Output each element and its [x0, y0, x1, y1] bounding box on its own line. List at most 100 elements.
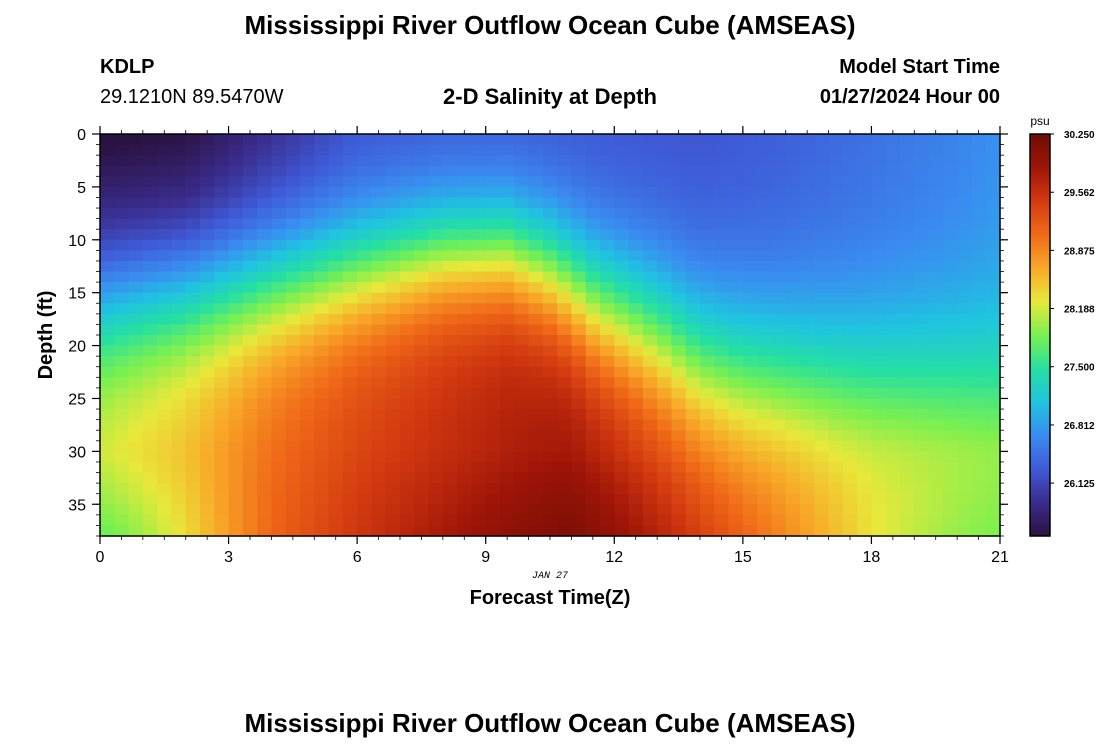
heatmap-cell [542, 335, 558, 347]
heatmap-cell [100, 335, 115, 347]
heatmap-cell [671, 303, 687, 315]
heatmap-cell [257, 398, 273, 410]
heatmap-cell [628, 398, 644, 410]
heatmap-cell [314, 303, 330, 315]
heatmap-cell [285, 504, 301, 516]
heatmap-cell [271, 197, 287, 209]
heatmap-cell [400, 419, 415, 431]
heatmap-cell [914, 345, 930, 357]
heatmap-cell [328, 282, 344, 294]
heatmap-cell [128, 229, 144, 241]
heatmap-cell [414, 271, 430, 283]
heatmap-cell [542, 377, 558, 389]
heatmap-cell [785, 250, 801, 262]
heatmap-cell [171, 398, 187, 410]
heatmap-cell [957, 451, 973, 463]
heatmap-cell [428, 525, 444, 537]
heatmap-cell [385, 525, 401, 537]
heatmap-cell [271, 493, 287, 505]
heatmap-cell [628, 366, 644, 378]
heatmap-cell [271, 165, 287, 177]
heatmap-cell [442, 461, 458, 474]
model-start-value: 01/27/2024 Hour 00 [819, 86, 1000, 108]
heatmap-cell [428, 197, 444, 209]
heatmap-cell [300, 282, 315, 294]
heatmap-cell [100, 525, 115, 537]
heatmap-cell [928, 451, 944, 463]
footer-title: Mississippi River Outflow Ocean Cube (AM… [244, 708, 856, 738]
heatmap-cell [428, 292, 444, 304]
heatmap-cell [500, 409, 515, 421]
heatmap-cell [728, 271, 744, 283]
heatmap-cell [342, 165, 358, 177]
heatmap-cell [571, 229, 587, 241]
heatmap-cell [628, 260, 644, 273]
heatmap-cell [771, 366, 787, 378]
heatmap-cell [700, 176, 715, 188]
heatmap-cell [514, 525, 530, 537]
heatmap-cell [971, 525, 987, 537]
heatmap-cell [585, 155, 601, 167]
heatmap-cell [857, 345, 873, 357]
heatmap-cell [528, 387, 544, 400]
heatmap-cell [100, 134, 115, 146]
heatmap-cell [128, 483, 144, 495]
heatmap-cell [871, 398, 887, 410]
heatmap-cell [400, 208, 415, 220]
heatmap-cell [957, 271, 973, 283]
colorbar-unit-label: psu [1030, 114, 1049, 128]
heatmap-cell [671, 419, 687, 431]
heatmap-cell [142, 260, 158, 273]
heatmap-cell [600, 208, 615, 220]
heatmap-cell [842, 303, 858, 315]
heatmap-cell [257, 409, 273, 421]
heatmap-cell [600, 525, 615, 537]
heatmap-cell [114, 461, 130, 474]
heatmap-cell [185, 176, 201, 188]
heatmap-cell [957, 398, 973, 410]
heatmap-cell [657, 271, 673, 283]
heatmap-cell [157, 292, 173, 304]
heatmap-cell [314, 451, 330, 463]
heatmap-cell [800, 176, 815, 188]
heatmap-cell [528, 345, 544, 357]
heatmap-cell [757, 282, 773, 294]
heatmap-cell [514, 419, 530, 431]
heatmap-cell [171, 493, 187, 505]
axis-ticks [92, 126, 1008, 544]
heatmap-cell [657, 419, 673, 431]
heatmap-cell [214, 229, 230, 241]
heatmap-cell [500, 430, 515, 442]
heatmap-cell [914, 239, 930, 251]
heatmap-cell [842, 409, 858, 421]
heatmap-cell [142, 155, 158, 167]
heatmap-cell [142, 313, 158, 326]
heatmap-cell [800, 366, 815, 378]
heatmap-cell [285, 377, 301, 389]
heatmap-cell [171, 377, 187, 389]
heatmap-cell [214, 493, 230, 505]
heatmap-cell [885, 176, 901, 188]
heatmap-cell [557, 419, 573, 431]
heatmap-cell [357, 440, 373, 452]
heatmap-cell [942, 461, 958, 474]
heatmap-cell [585, 313, 601, 326]
heatmap-cell [642, 461, 658, 474]
heatmap-cell [714, 525, 730, 537]
heatmap-cell [600, 165, 615, 177]
heatmap-cell [514, 303, 530, 315]
heatmap-cell [542, 493, 558, 505]
heatmap-cell [614, 144, 630, 156]
heatmap-cell [528, 144, 544, 156]
heatmap-cell [842, 218, 858, 230]
heatmap-cell [300, 377, 315, 389]
heatmap-cell [828, 419, 844, 431]
heatmap-cell [785, 504, 801, 516]
heatmap-cell [442, 134, 458, 146]
heatmap-cell [285, 292, 301, 304]
heatmap-cell [257, 451, 273, 463]
heatmap-cell [228, 398, 244, 410]
heatmap-cell [185, 356, 201, 368]
heatmap-cell [114, 250, 130, 262]
heatmap-cell [542, 472, 558, 484]
